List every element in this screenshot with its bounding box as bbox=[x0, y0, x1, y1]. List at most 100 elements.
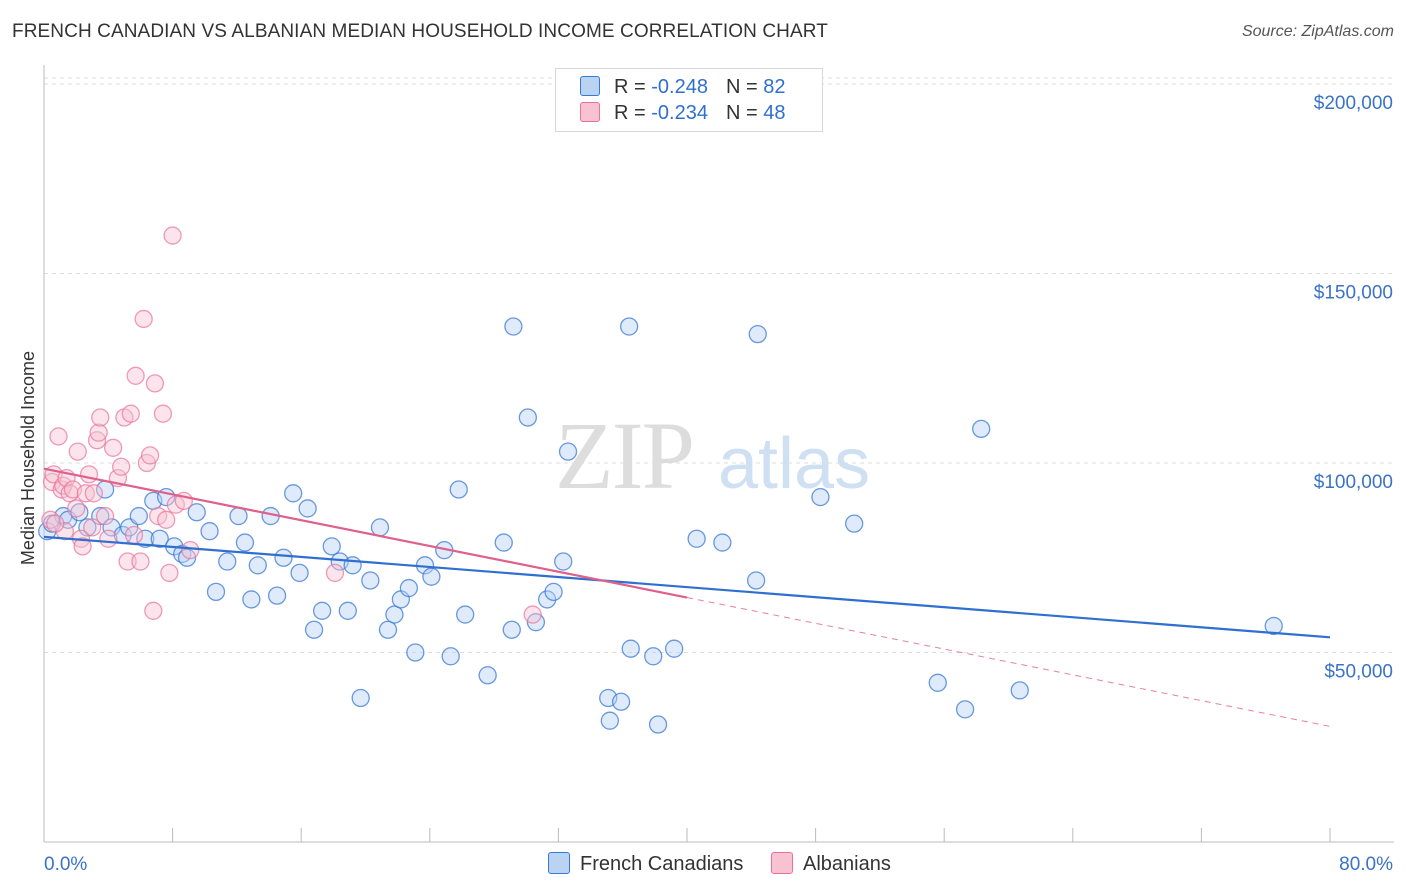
albanians-point bbox=[118, 552, 137, 571]
french-canadians-point bbox=[972, 419, 991, 439]
french-canadians-point bbox=[928, 673, 947, 692]
french-canadians-point bbox=[129, 506, 148, 526]
french-canadians-point bbox=[748, 324, 767, 344]
albanians-point bbox=[95, 506, 115, 526]
french-canadians-point bbox=[284, 484, 303, 503]
french-canadians-point bbox=[351, 688, 370, 708]
axes bbox=[43, 65, 1394, 843]
french-canadians-point bbox=[248, 556, 267, 575]
french-canadians-points bbox=[38, 317, 1283, 734]
legend-item-albanians: Albanians bbox=[771, 852, 891, 876]
french-canadians-point bbox=[304, 620, 324, 639]
legend-r-label: R = bbox=[614, 102, 652, 124]
albanians-point bbox=[49, 427, 68, 446]
albanians-point bbox=[131, 552, 150, 571]
french-canadians-point bbox=[504, 317, 523, 336]
french-canadians-point bbox=[558, 442, 578, 461]
french-canadians-point bbox=[78, 518, 97, 537]
legend-item-french-canadians: French Canadians bbox=[548, 852, 743, 876]
albanians-point bbox=[181, 541, 200, 560]
french-canadians-point bbox=[370, 518, 390, 537]
french-canadians-point bbox=[229, 506, 248, 526]
french-canadians-point bbox=[644, 647, 663, 666]
french-canadians-point bbox=[478, 666, 497, 685]
french-canadians-point bbox=[338, 601, 357, 620]
albanians-trend-extension bbox=[686, 597, 1331, 727]
albanians-point bbox=[79, 465, 99, 484]
french-canadians-point bbox=[267, 586, 287, 605]
french-canadians-point bbox=[187, 503, 206, 522]
french-canadians-point bbox=[150, 529, 169, 548]
french-canadians-point bbox=[441, 647, 460, 666]
french-canadians-point bbox=[449, 480, 468, 499]
albanians-point bbox=[91, 408, 110, 427]
albanians-point bbox=[157, 510, 176, 529]
albanians-point bbox=[103, 438, 123, 457]
french-canadians-point bbox=[322, 537, 341, 556]
watermark-atlas: atlas bbox=[718, 424, 870, 504]
french-canadians-point bbox=[713, 533, 732, 552]
french-canadians-point bbox=[664, 639, 684, 658]
albanians-point bbox=[160, 563, 179, 583]
french-canadians-point bbox=[1010, 681, 1029, 700]
watermark: ZIP atlas bbox=[555, 402, 870, 509]
french-canadians-point bbox=[619, 317, 639, 336]
french-canadians-point bbox=[456, 605, 475, 624]
french-canadians-point bbox=[845, 514, 864, 533]
albanians-point bbox=[83, 518, 102, 537]
french-canadians-point bbox=[621, 639, 640, 658]
albanians-point bbox=[124, 525, 144, 545]
albanians-point bbox=[163, 226, 182, 245]
legend-n-label: N = bbox=[725, 102, 764, 124]
legend-r-label: R = bbox=[614, 76, 652, 98]
legend-swatch-pink bbox=[771, 852, 793, 874]
french-canadians-point bbox=[811, 487, 830, 507]
x-tick-label: 80.0% bbox=[1339, 854, 1393, 875]
albanians-point bbox=[523, 605, 542, 624]
french-canadians-point bbox=[235, 533, 255, 552]
french-canadians-point bbox=[600, 711, 619, 730]
french-canadians-point bbox=[537, 590, 557, 609]
french-canadians-point bbox=[687, 529, 706, 548]
french-canadians-point bbox=[502, 620, 521, 639]
y-tick-label: $100,000 bbox=[1314, 472, 1393, 493]
albanians-points bbox=[41, 226, 542, 624]
french-canadians-trend-line bbox=[43, 535, 1331, 639]
albanians-point bbox=[68, 442, 87, 461]
albanians-point bbox=[99, 529, 118, 548]
albanians-point bbox=[112, 457, 131, 476]
french-canadians-point bbox=[518, 408, 538, 427]
albanians-point bbox=[145, 374, 165, 393]
legend-row-albanians: R = -0.234 N = 48 bbox=[580, 102, 785, 126]
legend-label-french-canadians: French Canadians bbox=[580, 853, 744, 875]
tick-labels: $50,000 $100,000 $150,000 $200,000 0.0% 80.0% bbox=[44, 93, 1393, 875]
french-canadians-point bbox=[378, 620, 398, 639]
albanians-point bbox=[144, 601, 163, 620]
french-canadians-point bbox=[554, 552, 573, 571]
french-canadians-point bbox=[206, 582, 226, 601]
trend-lines bbox=[43, 467, 1331, 727]
x-tick-label: 0.0% bbox=[44, 854, 87, 875]
chart-title: FRENCH CANADIAN VS ALBANIAN MEDIAN HOUSE… bbox=[12, 21, 828, 42]
french-canadians-point bbox=[955, 700, 975, 719]
albanians-point bbox=[84, 484, 103, 503]
y-tick-label: $150,000 bbox=[1314, 282, 1393, 303]
french-canadians-point bbox=[1264, 616, 1283, 636]
y-tick-label: $200,000 bbox=[1314, 93, 1393, 114]
legend-r-value: -0.234 bbox=[651, 102, 708, 124]
legend-row-french-canadians: R = -0.248 N = 82 bbox=[580, 76, 785, 100]
albanians-point bbox=[42, 472, 62, 492]
albanians-point bbox=[134, 309, 153, 329]
albanians-point bbox=[121, 404, 140, 423]
legend-n-value: 48 bbox=[763, 102, 786, 124]
albanians-point bbox=[87, 431, 107, 450]
albanians-point bbox=[153, 404, 173, 423]
grid-lines bbox=[44, 77, 1394, 653]
french-canadians-point bbox=[611, 692, 631, 711]
albanians-trend-line bbox=[43, 467, 688, 599]
albanians-point bbox=[126, 366, 145, 385]
legend-swatch-pink bbox=[580, 102, 600, 122]
series-legend: French Canadians Albanians bbox=[0, 852, 1406, 878]
legend-n-value: 82 bbox=[763, 76, 786, 98]
